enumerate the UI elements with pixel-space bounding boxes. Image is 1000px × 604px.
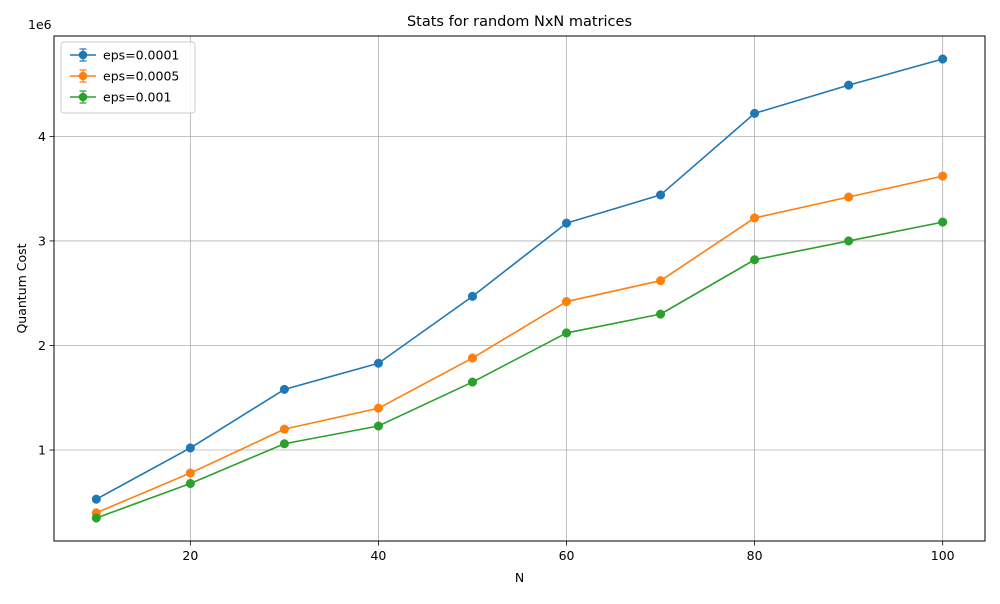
data-point (185, 443, 195, 453)
data-point (467, 291, 478, 301)
data-point (750, 108, 760, 118)
data-point (373, 358, 383, 368)
y-tick-label: 4 (38, 129, 46, 144)
legend-label: eps=0.0001 (103, 48, 179, 63)
plot-area (54, 36, 985, 541)
data-point (750, 213, 760, 223)
data-point (656, 309, 666, 319)
axis-ticks: 20 40 60 80 100 1 2 3 4 (38, 129, 955, 563)
legend-item: eps=0.001 (70, 90, 171, 105)
legend-marker (78, 71, 88, 81)
data-point (467, 353, 478, 363)
series-group (91, 171, 948, 518)
data-point (656, 276, 666, 286)
data-point (561, 328, 572, 338)
series-group (91, 217, 948, 523)
data-point (279, 439, 289, 449)
series-group (91, 54, 948, 504)
series-line (95, 58, 943, 500)
y-tick-label: 1 (38, 443, 46, 458)
data-point (938, 171, 948, 181)
legend-item: eps=0.0005 (70, 69, 179, 84)
legend-marker (78, 50, 88, 60)
data-point (938, 54, 948, 64)
x-tick-label: 40 (370, 548, 386, 563)
data-point (279, 424, 289, 434)
legend-box (60, 41, 196, 114)
data-point (279, 384, 289, 394)
x-tick-label: 20 (182, 548, 198, 563)
data-point (185, 468, 195, 478)
series-line (96, 221, 943, 519)
series-line (96, 175, 943, 514)
legend-marker (78, 92, 88, 102)
plot-frame (53, 35, 986, 542)
data-point (185, 478, 195, 489)
legend-label: eps=0.001 (103, 90, 171, 105)
y-axis-offset-label: 1e6 (28, 17, 52, 32)
data-point (656, 190, 666, 200)
x-tick-label: 60 (559, 548, 575, 563)
grid-lines (54, 36, 985, 541)
data-point (373, 403, 383, 413)
x-tick-label: 80 (747, 548, 763, 563)
data-point (844, 80, 854, 90)
data-point (467, 377, 478, 387)
x-axis-label: N (515, 570, 524, 585)
y-tick-label: 2 (38, 338, 46, 353)
data-point (750, 255, 760, 265)
y-tick-label: 3 (38, 233, 46, 248)
data-point (844, 192, 854, 202)
data-point (844, 236, 854, 246)
data-point (561, 297, 572, 307)
legend-label: eps=0.0005 (103, 69, 179, 84)
y-axis-label: Quantum Cost (14, 243, 29, 333)
chart-title: Stats for random NxN matrices (407, 14, 632, 30)
data-point (91, 513, 101, 523)
data-point (91, 494, 101, 504)
legend: eps=0.0001 eps=0.0005 eps=0.001 (60, 41, 196, 114)
data-point (938, 217, 948, 227)
series-layer (91, 54, 948, 523)
legend-item: eps=0.0001 (70, 48, 179, 63)
data-point (561, 218, 572, 228)
x-tick-label: 100 (931, 548, 955, 563)
data-point (373, 421, 383, 431)
